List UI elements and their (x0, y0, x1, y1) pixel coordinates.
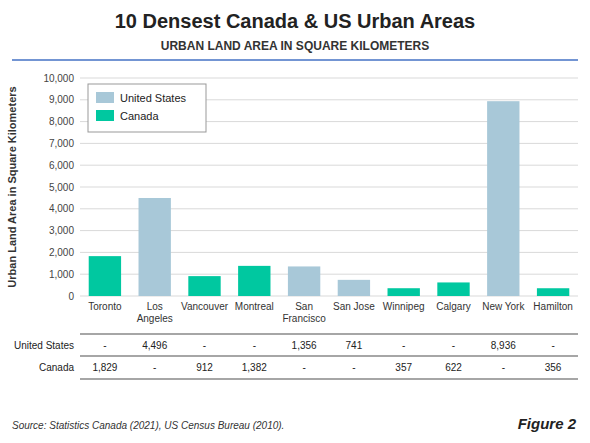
page: {"chart_data": { "type": "bar", "title":… (0, 0, 590, 443)
x-tick-label: New York (482, 301, 525, 312)
x-tick-label-line: Hamilton (533, 301, 572, 312)
x-tick-label-line: Calgary (436, 301, 470, 312)
table-cell: 357 (395, 362, 412, 373)
legend-box (88, 84, 206, 132)
bar (288, 266, 320, 296)
bar (89, 256, 121, 296)
y-tick-label: 10,000 (43, 73, 74, 84)
legend-swatch (96, 92, 114, 103)
table-cell: - (302, 362, 305, 373)
y-tick-label: 4,000 (49, 203, 74, 214)
x-tick-label-line: Toronto (88, 301, 122, 312)
table-cell: - (153, 362, 156, 373)
table-cell: - (402, 340, 405, 351)
y-tick-label: 5,000 (49, 182, 74, 193)
x-tick-label: Calgary (436, 301, 470, 312)
table-rule (80, 356, 578, 357)
table-rule (80, 334, 578, 335)
table-cell: 741 (346, 340, 363, 351)
legend-label: Canada (120, 110, 159, 122)
x-tick-label-line: Winnipeg (383, 301, 425, 312)
y-tick-label: 6,000 (49, 160, 74, 171)
y-tick-label: 8,000 (49, 116, 74, 127)
table-cell: 912 (196, 362, 213, 373)
bar (537, 288, 569, 296)
x-tick-label-line: New York (482, 301, 525, 312)
source: Source: Statistics Canada (2021), US Cen… (12, 420, 284, 431)
table-row-label: Canada (39, 362, 74, 373)
x-tick-label: Montreal (235, 301, 274, 312)
y-tick-label: 1,000 (49, 269, 74, 280)
bar (338, 280, 370, 296)
table-cell: 356 (545, 362, 562, 373)
bar (487, 101, 519, 296)
table-rule (80, 379, 578, 380)
bar (388, 288, 420, 296)
x-tick-label: SanFrancisco (282, 301, 326, 324)
x-tick-label-line: Francisco (282, 313, 326, 324)
y-tick-label: 7,000 (49, 138, 74, 149)
x-tick-label: Hamilton (533, 301, 572, 312)
legend-label: United States (120, 92, 187, 104)
legend-swatch (96, 110, 114, 121)
table-cell: 1,382 (242, 362, 267, 373)
bar (139, 198, 171, 296)
bar (238, 266, 270, 296)
table-cell: - (103, 340, 106, 351)
x-tick-label-line: Angeles (137, 313, 173, 324)
y-tick-label: 3,000 (49, 225, 74, 236)
table-cell: - (502, 362, 505, 373)
bar (437, 282, 469, 296)
x-tick-label: San Jose (333, 301, 375, 312)
table-cell: - (551, 340, 554, 351)
table-cell: - (452, 340, 455, 351)
y-tick-label: 0 (68, 291, 74, 302)
x-tick-label-line: Los (147, 301, 163, 312)
table-row-label: United States (14, 340, 74, 351)
subtitle: URBAN LAND AREA IN SQUARE KILOMETERS (161, 39, 429, 53)
table-cell: 4,496 (142, 340, 167, 351)
chart: 10 Densest Canada & US Urban Areas URBAN … (0, 0, 590, 443)
grid-line (80, 78, 578, 79)
table-cell: 1,356 (292, 340, 317, 351)
x-tick-label-line: San Jose (333, 301, 375, 312)
y-tick-label: 2,000 (49, 247, 74, 258)
x-tick-label-line: Montreal (235, 301, 274, 312)
x-tick-label: LosAngeles (137, 301, 173, 324)
x-tick-label-line: Vancouver (181, 301, 229, 312)
table-cell: 1,829 (92, 362, 117, 373)
table-cell: - (253, 340, 256, 351)
title: 10 Densest Canada & US Urban Areas (115, 10, 476, 32)
x-tick-label: Toronto (88, 301, 122, 312)
table-cell: 8,936 (491, 340, 516, 351)
x-tick-label: Winnipeg (383, 301, 425, 312)
figure-label: Figure 2 (518, 415, 577, 432)
legend: United States Canada (88, 84, 206, 132)
y-axis-label: Urban Land Area in Square Kilometers (6, 86, 18, 287)
y-tick-label: 9,000 (49, 94, 74, 105)
bar (188, 276, 220, 296)
grid (80, 78, 578, 296)
x-tick-label: Vancouver (181, 301, 229, 312)
table-cell: - (203, 340, 206, 351)
table-cell: - (352, 362, 355, 373)
x-tick-label-line: San (295, 301, 313, 312)
title-rule (12, 59, 578, 61)
table-cell: 622 (445, 362, 462, 373)
